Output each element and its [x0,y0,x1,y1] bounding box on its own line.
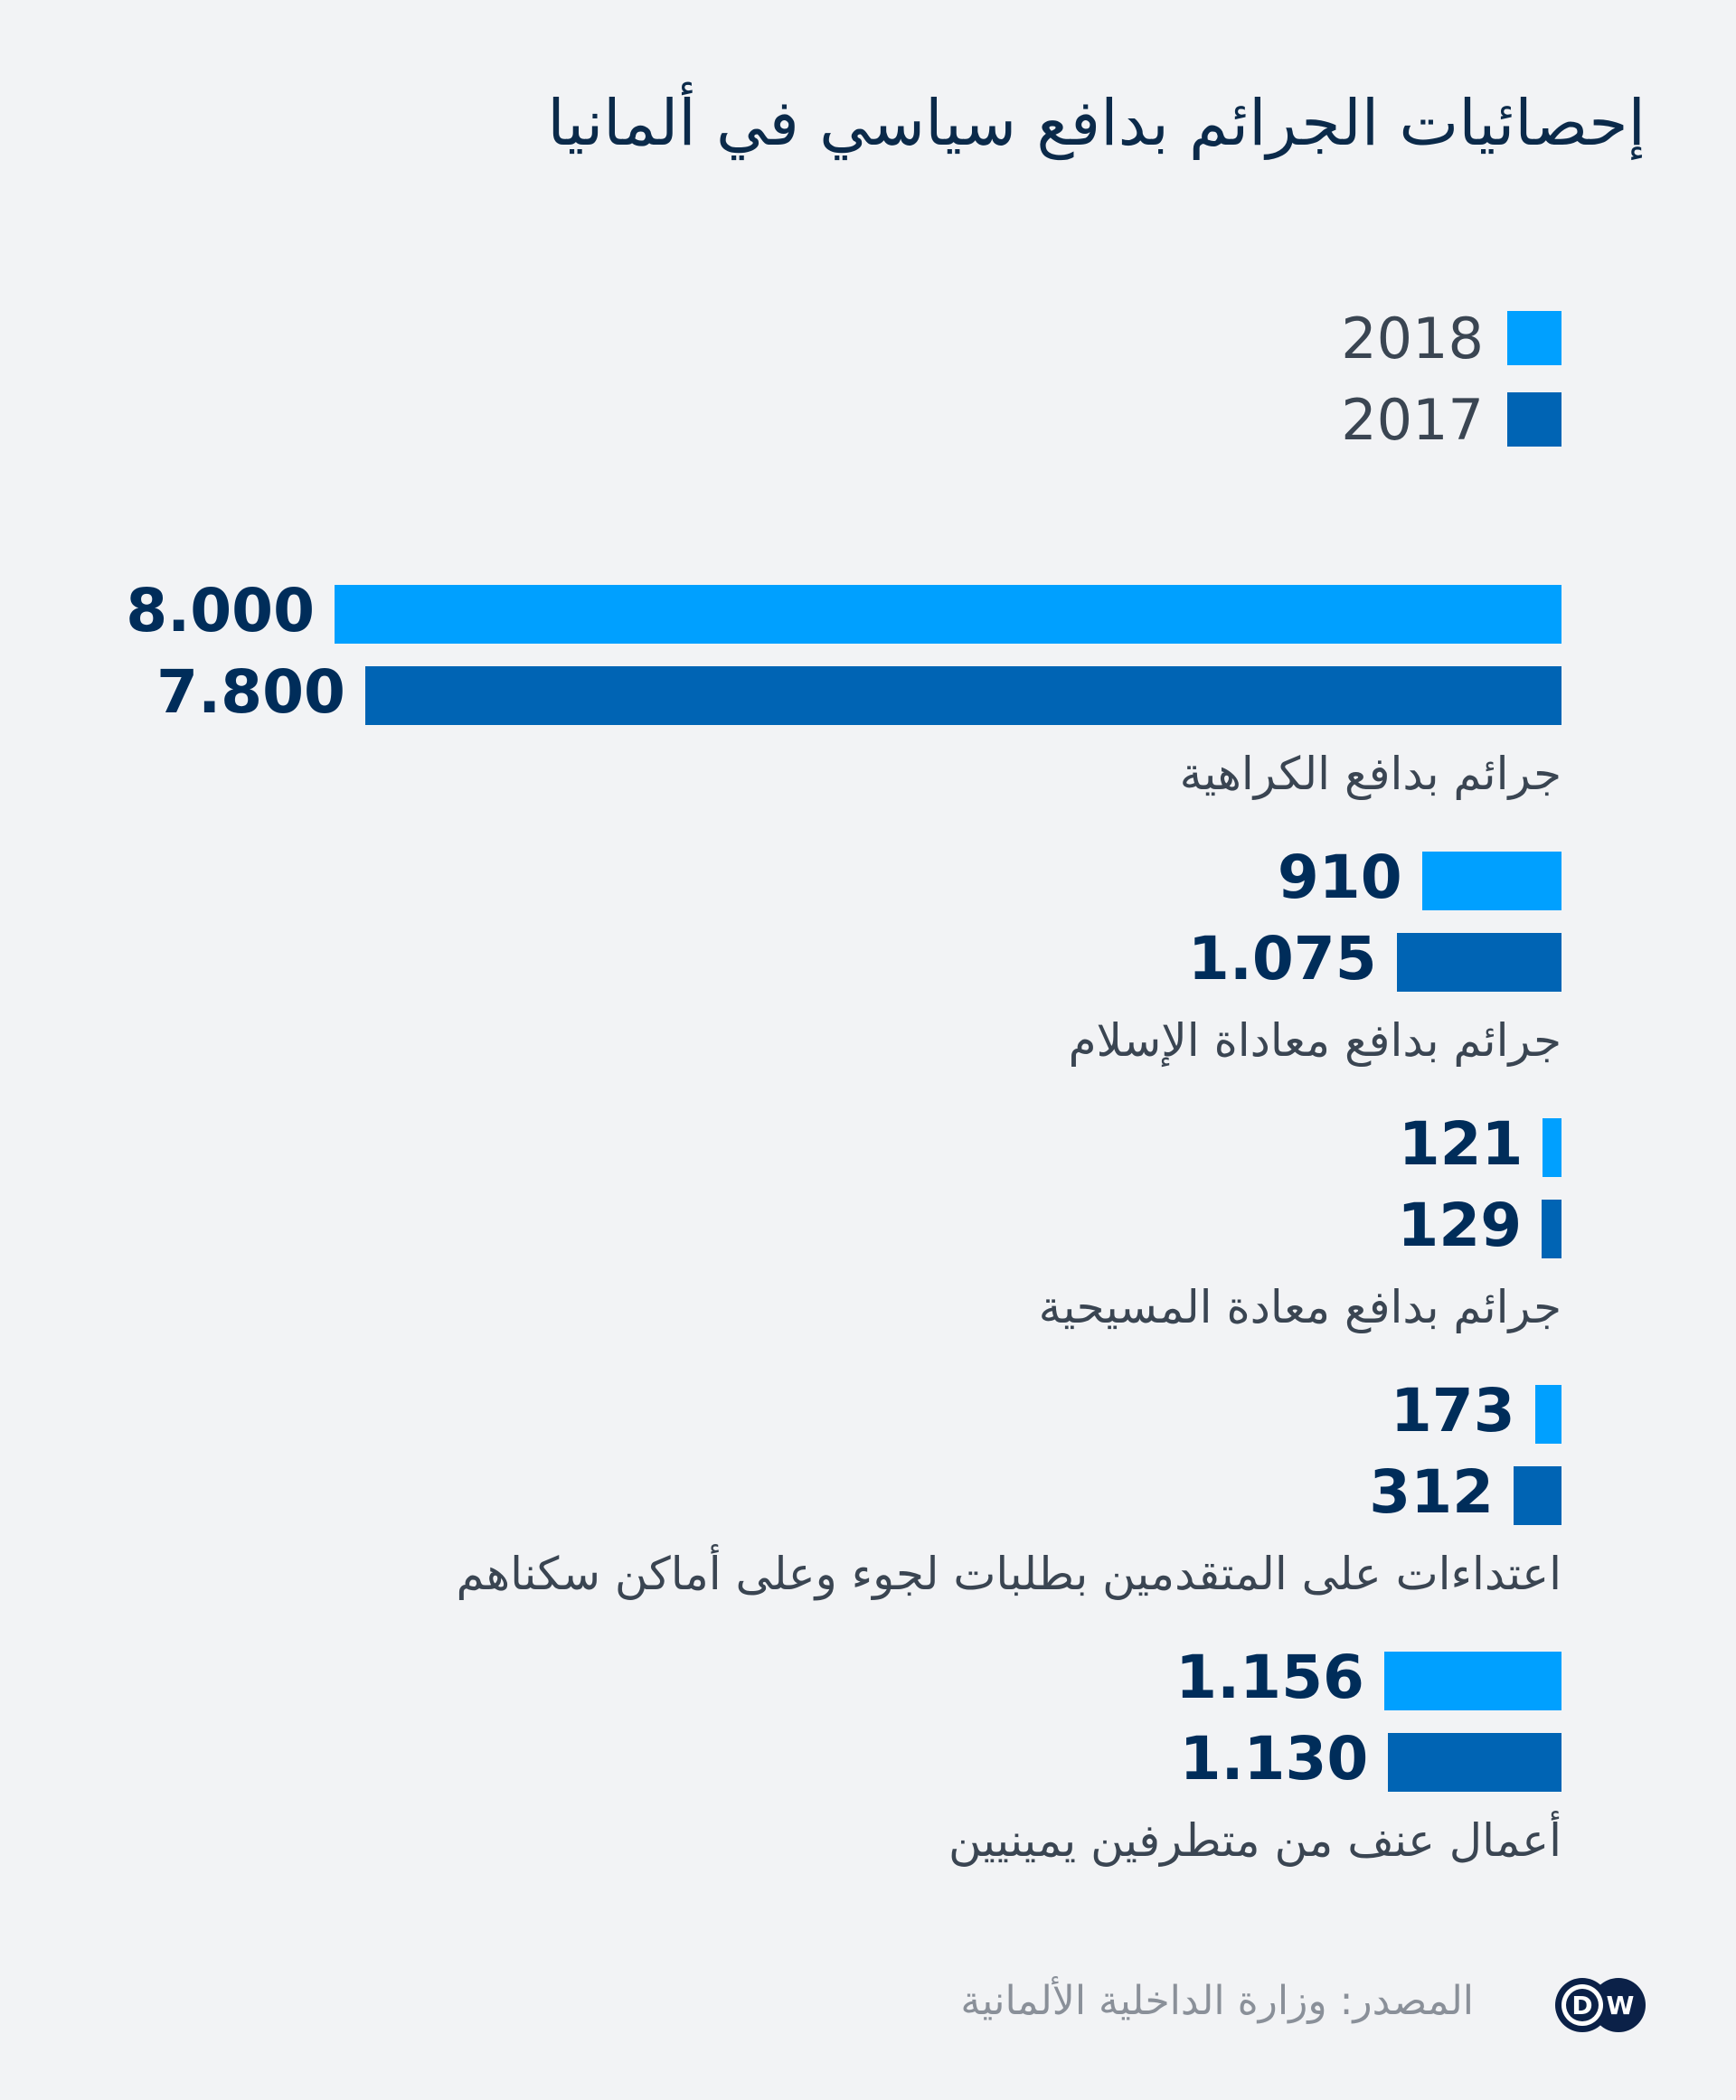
bar-2018 [335,585,1561,644]
legend-item-2017: 2017 [1341,387,1561,453]
legend-label: 2018 [1341,305,1484,372]
bar-2018 [1534,1385,1561,1444]
bar-2017 [1542,1200,1561,1258]
category-label: جرائم بدافع الكراهية [1179,748,1561,800]
category-label: جرائم بدافع معاداة الإسلام [1068,1014,1561,1067]
svg-text:D: D [1571,1991,1592,2020]
data-label: 1.156 [1175,1643,1364,1712]
data-label: 129 [1397,1191,1523,1260]
data-label: 8.000 [126,576,315,645]
legend-item-2018: 2018 [1341,306,1561,372]
category-label: أعمال عنف من متطرفين يمينيين [948,1814,1561,1867]
data-label: 173 [1390,1376,1515,1446]
svg-text:W: W [1607,1991,1635,2020]
chart-title: إحصائيات الجرائم بدافع سياسي في ألمانيا [547,86,1646,160]
bar-2017 [1514,1466,1561,1525]
category-label: اعتداءات على المتقدمين بطلبات لجوء وعلى … [456,1548,1561,1600]
data-label: 121 [1398,1109,1524,1179]
source-note: المصدر: وزارة الداخلية الألمانية [960,1978,1474,2024]
bar-2017 [364,666,1561,725]
legend-label: 2017 [1341,386,1484,453]
bar-2018 [1543,1118,1561,1177]
legend-swatch-2017 [1507,392,1561,447]
data-label: 1.075 [1187,924,1377,993]
bar-2018 [1421,852,1561,910]
dw-logo: D W [1555,1978,1646,2032]
data-label: 1.130 [1179,1724,1369,1794]
bar-2018 [1383,1652,1561,1710]
legend-swatch-2018 [1507,311,1561,365]
data-label: 910 [1277,843,1402,912]
data-label: 7.800 [156,657,345,727]
bar-2017 [1388,1733,1561,1792]
bar-2017 [1396,933,1561,992]
category-label: جرائم بدافع معادة المسيحية [1038,1281,1561,1333]
data-label: 312 [1369,1457,1495,1527]
